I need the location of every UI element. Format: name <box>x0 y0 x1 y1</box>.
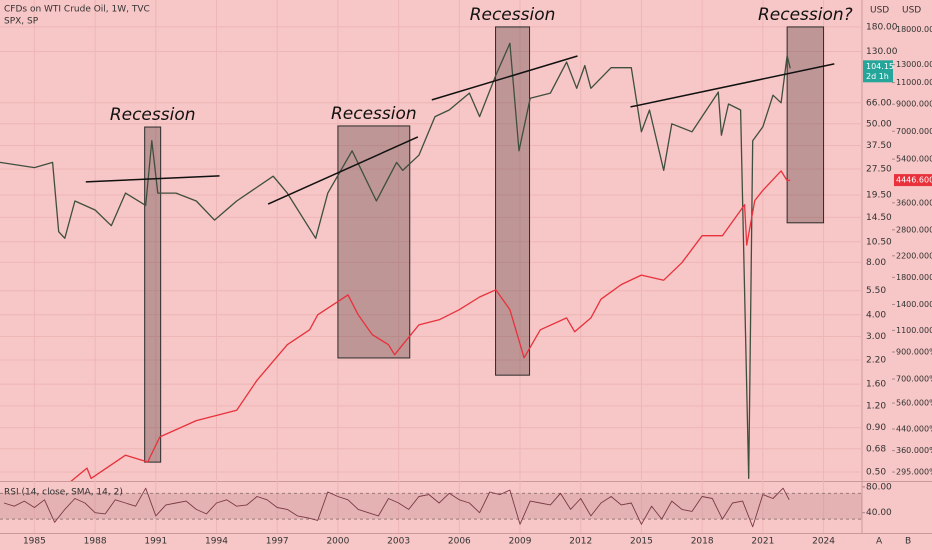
y2-tick-label: 9000.000% <box>896 100 932 109</box>
y-tick-label: 4.00 <box>866 310 886 320</box>
x-tick-label: 1985 <box>23 537 46 547</box>
trend-line <box>630 63 835 108</box>
price-label: 104.15 <box>866 62 894 71</box>
y-tick-label: 50.00 <box>866 119 892 129</box>
y2-tick-label: 900.000% <box>896 348 932 357</box>
y2-tick-label: 295.000% <box>896 468 932 477</box>
y-tick-label: 0.68 <box>866 444 886 454</box>
y-tick-label: 37.50 <box>866 141 892 151</box>
axis-unit: USD <box>902 6 921 16</box>
y2-tick-label: 700.000% <box>896 375 932 384</box>
y2-tick-label: 360.000% <box>896 446 932 455</box>
scale-button[interactable]: A <box>876 537 883 547</box>
y-tick-label: 2.20 <box>866 355 886 365</box>
y-tick-label: 40.00 <box>866 508 892 518</box>
series-line <box>3 487 790 528</box>
trend-line <box>267 136 419 205</box>
y-tick-label: 10.50 <box>866 237 892 247</box>
y-tick-label: 1.20 <box>866 401 886 411</box>
y2-tick-label: 13000.000% <box>896 60 932 69</box>
y-tick-label: 3.00 <box>866 332 886 342</box>
x-tick-label: 1988 <box>84 537 107 547</box>
y-tick-label: 0.90 <box>866 423 886 433</box>
x-tick-label: 2024 <box>812 537 835 547</box>
price-label-box <box>863 60 893 83</box>
y2-tick-label: 2800.000% <box>896 225 932 234</box>
x-tick-label: 2009 <box>509 537 532 547</box>
x-tick-label: 2003 <box>387 537 410 547</box>
x-tick-label: 1997 <box>266 537 289 547</box>
y-tick-label: 1.60 <box>866 380 886 390</box>
axes: 1985 1988 1991 1994 1997 2000 2003 2006 2009 2012… <box>23 5 932 547</box>
legend-entry: CFDs on WTI Crude Oil, 1W, TVC <box>4 5 150 15</box>
x-tick-label: 2000 <box>326 537 349 547</box>
y-tick-label: 180.00 <box>866 22 898 32</box>
x-tick-label: 1994 <box>205 537 228 547</box>
y2-tick-label: 11000.000% <box>896 78 932 87</box>
y2-tick-label: 560.000% <box>896 399 932 408</box>
recession-box <box>144 126 162 463</box>
y2-tick-label: 18000.000% <box>896 25 932 34</box>
x-tick-label: 2012 <box>569 537 592 547</box>
y-tick-label: 8.00 <box>866 258 886 268</box>
x-tick-label: 2015 <box>630 537 653 547</box>
legend-entry: SPX, SP <box>4 17 39 27</box>
annotation: Recession <box>110 105 196 125</box>
countdown: 2d 1h <box>866 72 889 81</box>
y2-tick-label: 1400.000% <box>896 300 932 309</box>
annotation: Recession <box>331 104 417 124</box>
y-tick-label: 14.50 <box>866 213 892 223</box>
y-tick-label: 5.50 <box>866 286 886 296</box>
y-tick-label: 80.00 <box>866 482 892 492</box>
grid <box>0 0 862 533</box>
series-line <box>70 170 791 481</box>
axis-unit: USD <box>870 6 889 16</box>
x-tick-label: 2021 <box>751 537 774 547</box>
y2-tick-label: 7000.000% <box>896 127 932 136</box>
x-tick-label: 1991 <box>144 537 167 547</box>
y2-tick-label: 2200.000% <box>896 251 932 260</box>
main-pane <box>0 26 835 481</box>
recession-box <box>786 26 825 224</box>
y2-tick-label: 440.000% <box>896 425 932 434</box>
annotation: Recession? <box>758 5 853 25</box>
x-tick-label: 2018 <box>691 537 714 547</box>
rsi-pane <box>0 487 862 528</box>
y-tick-label: 0.50 <box>866 468 886 478</box>
recession-box <box>337 125 411 359</box>
x-tick-label: 2006 <box>448 537 471 547</box>
annotation: Recession <box>470 5 556 25</box>
price-label: 4446.600% <box>896 176 932 185</box>
scale-button[interactable]: B <box>905 537 911 547</box>
y-tick-label: 130.00 <box>866 47 898 57</box>
y2-tick-label: 3600.000% <box>896 198 932 207</box>
y2-tick-label: 5400.000% <box>896 155 932 164</box>
y2-tick-label: 1100.000% <box>896 326 932 335</box>
rsi-title: RSI (14, close, SMA, 14, 2) <box>4 488 123 498</box>
y-tick-label: 66.00 <box>866 98 892 108</box>
trend-line <box>85 175 220 183</box>
y-tick-label: 19.50 <box>866 190 892 200</box>
series-line <box>0 42 791 479</box>
rsi-band <box>0 493 862 520</box>
y-tick-label: 27.50 <box>866 165 892 175</box>
trend-line <box>431 55 578 101</box>
price-label-box <box>894 174 932 187</box>
y2-tick-label: 1800.000% <box>896 273 932 282</box>
